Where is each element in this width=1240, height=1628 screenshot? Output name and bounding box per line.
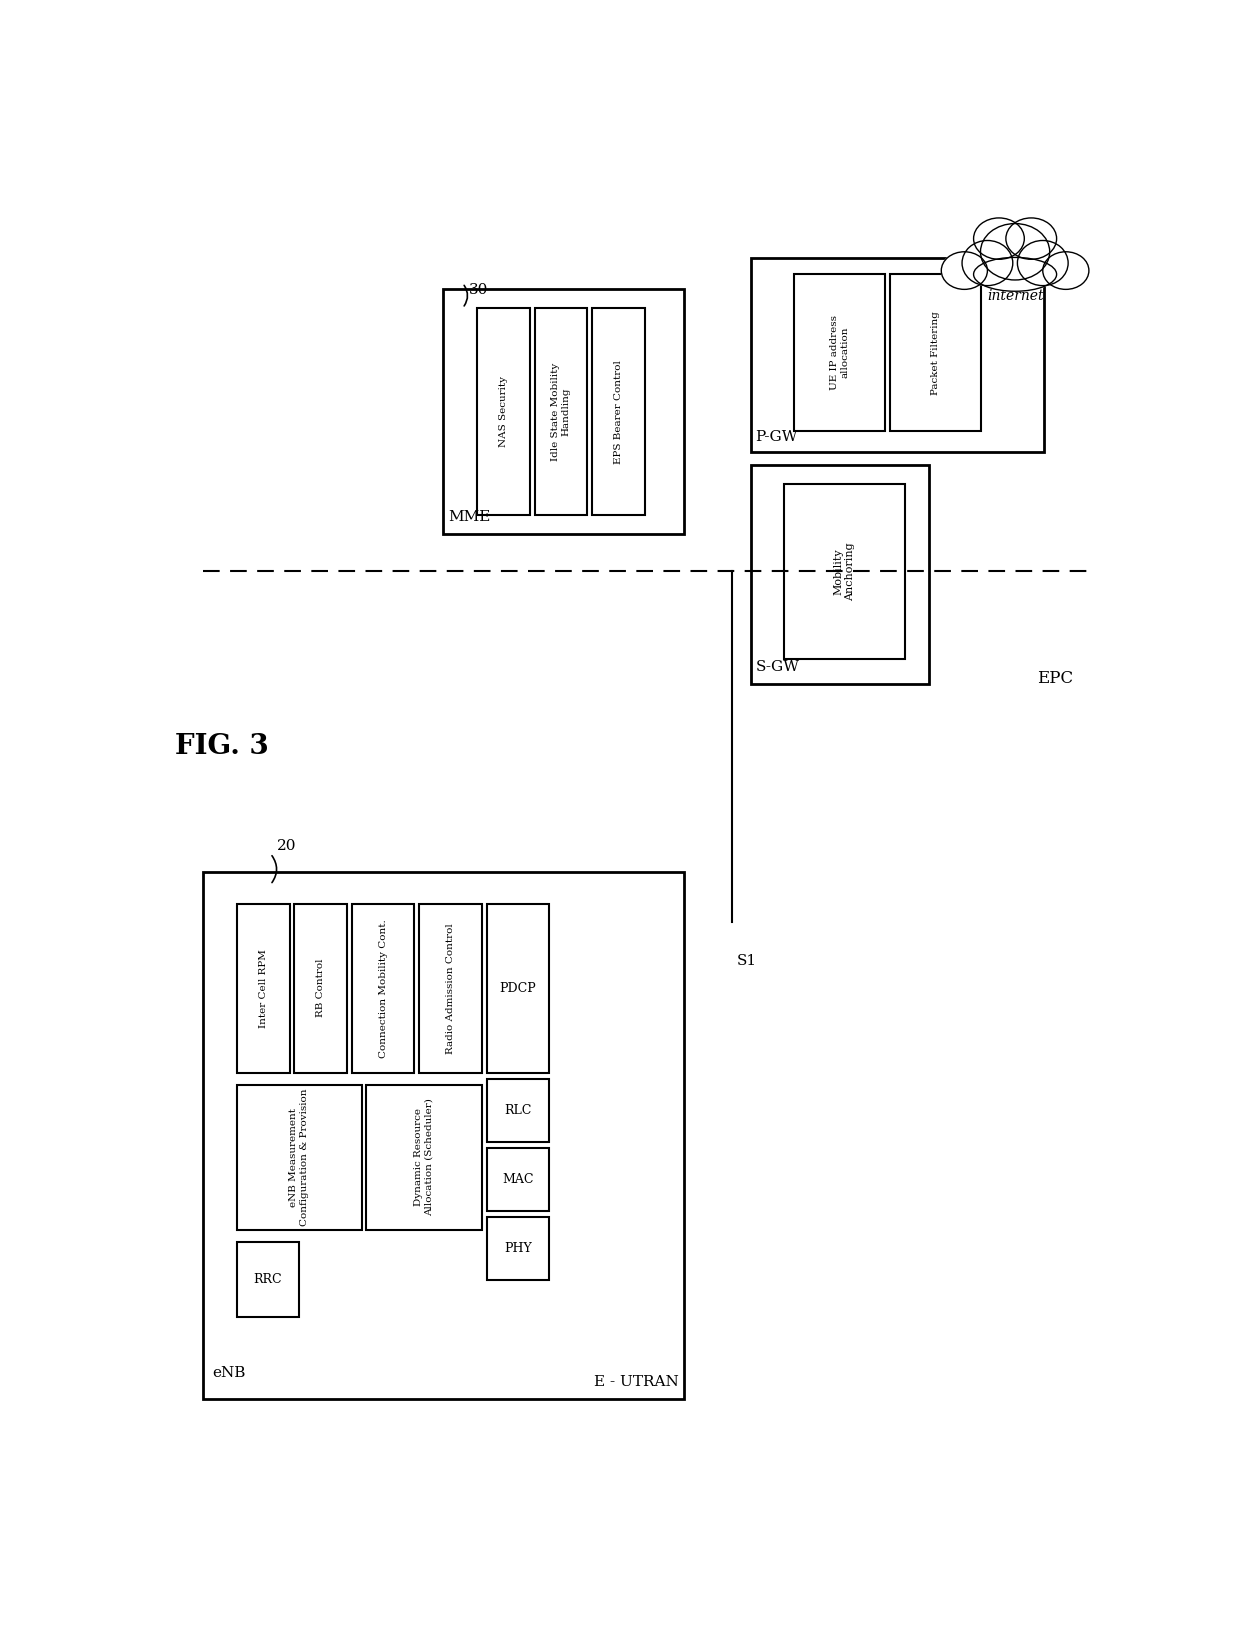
Ellipse shape — [981, 223, 1050, 280]
Bar — [794, 275, 885, 431]
Text: PDCP: PDCP — [500, 982, 536, 995]
Text: E - UTRAN: E - UTRAN — [594, 1374, 678, 1389]
Text: Dynamic Resource
Allocation (Scheduler): Dynamic Resource Allocation (Scheduler) — [414, 1099, 434, 1216]
Ellipse shape — [973, 257, 1056, 291]
Bar — [534, 308, 588, 514]
Text: RLC: RLC — [505, 1104, 532, 1117]
Ellipse shape — [1006, 218, 1056, 259]
Bar — [751, 466, 929, 684]
Bar — [890, 275, 982, 431]
Bar — [477, 308, 529, 514]
Bar — [486, 1079, 549, 1141]
Text: Idle State Mobility
Handling: Idle State Mobility Handling — [552, 363, 570, 461]
Text: Radio Admission Control: Radio Admission Control — [446, 923, 455, 1053]
Text: internet: internet — [987, 290, 1044, 303]
Bar — [593, 308, 645, 514]
Bar — [486, 1218, 549, 1280]
Ellipse shape — [973, 218, 1024, 259]
Ellipse shape — [962, 241, 1013, 285]
Text: eNB: eNB — [213, 1366, 246, 1381]
Text: 20: 20 — [277, 840, 296, 853]
Bar — [486, 904, 549, 1073]
Text: PHY: PHY — [503, 1242, 532, 1255]
Bar — [367, 1086, 481, 1229]
Text: Mobility
Anchoring: Mobility Anchoring — [833, 542, 856, 601]
Text: Packet Filtering: Packet Filtering — [931, 311, 940, 394]
Bar — [237, 904, 290, 1073]
Bar — [237, 1242, 299, 1317]
Bar — [486, 1148, 549, 1211]
Text: RRC: RRC — [254, 1273, 283, 1286]
Text: Inter Cell RPM: Inter Cell RPM — [259, 949, 268, 1027]
Text: NAS Security: NAS Security — [498, 376, 508, 448]
Ellipse shape — [941, 252, 987, 290]
Bar — [294, 904, 347, 1073]
Bar — [785, 484, 905, 659]
Bar — [419, 904, 481, 1073]
Ellipse shape — [1043, 252, 1089, 290]
Text: EPS Bearer Control: EPS Bearer Control — [614, 360, 624, 464]
Text: P-GW: P-GW — [755, 430, 799, 443]
Ellipse shape — [1017, 241, 1068, 285]
Bar — [352, 904, 414, 1073]
Text: MME: MME — [448, 510, 491, 524]
Bar — [237, 1086, 362, 1229]
Text: eNB Measurement
Configuration & Provision: eNB Measurement Configuration & Provisio… — [289, 1089, 309, 1226]
Text: UE IP address
allocation: UE IP address allocation — [830, 316, 849, 391]
Bar — [203, 873, 683, 1398]
Text: 30: 30 — [469, 283, 489, 296]
Text: S-GW: S-GW — [755, 661, 800, 674]
Text: EPC: EPC — [1037, 669, 1073, 687]
Text: FIG. 3: FIG. 3 — [175, 734, 269, 760]
Bar — [444, 290, 683, 534]
Text: S1: S1 — [737, 954, 756, 967]
Text: RB Control: RB Control — [316, 959, 325, 1018]
Text: MAC: MAC — [502, 1172, 533, 1185]
Bar — [751, 257, 1044, 453]
Text: Connection Mobility Cont.: Connection Mobility Cont. — [378, 918, 388, 1058]
